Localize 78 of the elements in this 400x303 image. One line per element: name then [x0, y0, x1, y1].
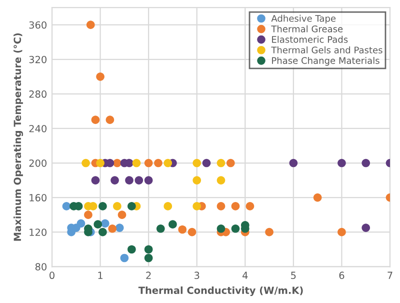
point	[265, 228, 274, 236]
point	[156, 224, 165, 233]
y-axis-title: Maximum Operating Temperature (°C)	[14, 33, 24, 241]
point	[144, 158, 153, 168]
point	[164, 158, 172, 168]
point	[62, 202, 71, 210]
legend-label: Thermal Gels and Pastes	[271, 46, 382, 54]
x-tick-label: 3	[194, 272, 200, 280]
point	[144, 254, 153, 262]
point	[154, 158, 162, 168]
point	[110, 176, 119, 184]
x-tick-label: 0	[50, 272, 54, 280]
point	[76, 219, 86, 228]
point	[98, 228, 107, 236]
point	[115, 224, 124, 232]
point	[118, 210, 126, 219]
point	[362, 158, 370, 168]
point	[338, 158, 346, 168]
point	[82, 158, 90, 168]
point	[128, 202, 136, 210]
point	[216, 202, 226, 210]
y-tick-label: 160	[30, 194, 46, 202]
point	[134, 176, 144, 184]
point	[108, 224, 117, 233]
point	[94, 220, 102, 228]
point	[91, 176, 100, 184]
y-tick-label: 80	[35, 263, 46, 270]
point	[202, 158, 211, 168]
point	[100, 219, 110, 228]
point	[132, 158, 141, 168]
x-tick-label: 1	[98, 272, 102, 279]
point	[231, 224, 240, 233]
point	[120, 254, 129, 262]
x-tick-label: 4	[242, 272, 248, 279]
point	[338, 228, 346, 236]
legend-label: Adhesive Tape	[271, 14, 336, 24]
x-tick-label: 7	[388, 272, 392, 279]
point	[164, 202, 172, 210]
point	[289, 158, 298, 168]
point	[113, 202, 122, 210]
y-tick-label: 120	[30, 228, 46, 236]
legend-label: Elastomeric Pads	[272, 36, 348, 43]
point	[128, 245, 136, 254]
y-tick-label: 200	[29, 159, 46, 167]
y-tick-label: 280	[29, 90, 46, 98]
point	[216, 158, 226, 168]
point	[86, 20, 95, 30]
point	[192, 176, 202, 184]
y-tick-label: 360	[29, 21, 46, 29]
y-tick-label: 240	[29, 124, 46, 132]
point	[226, 158, 235, 168]
point	[216, 224, 226, 233]
point	[168, 220, 177, 228]
point	[178, 225, 187, 234]
point	[216, 176, 226, 184]
legend-label: Thermal Grease	[271, 25, 343, 32]
point	[246, 202, 254, 210]
x-tick-label: 5	[291, 272, 296, 280]
point	[84, 210, 92, 219]
point	[96, 158, 104, 168]
legend-label: Phase Change Materials	[272, 56, 380, 66]
point	[192, 202, 202, 210]
x-axis-title: Thermal Conductivity (W/m.K)	[138, 286, 303, 296]
point	[125, 176, 134, 184]
point	[313, 193, 322, 202]
point	[231, 202, 240, 210]
point	[96, 72, 104, 81]
point	[98, 202, 107, 210]
point	[192, 158, 202, 168]
point	[91, 116, 100, 124]
x-tick-label: 2	[146, 272, 151, 279]
point	[144, 176, 153, 184]
x-tick-label: 6	[339, 272, 344, 280]
point	[106, 116, 114, 124]
point	[144, 245, 153, 254]
point	[362, 224, 370, 232]
point	[188, 228, 196, 236]
y-tick-label: 320	[29, 56, 46, 64]
